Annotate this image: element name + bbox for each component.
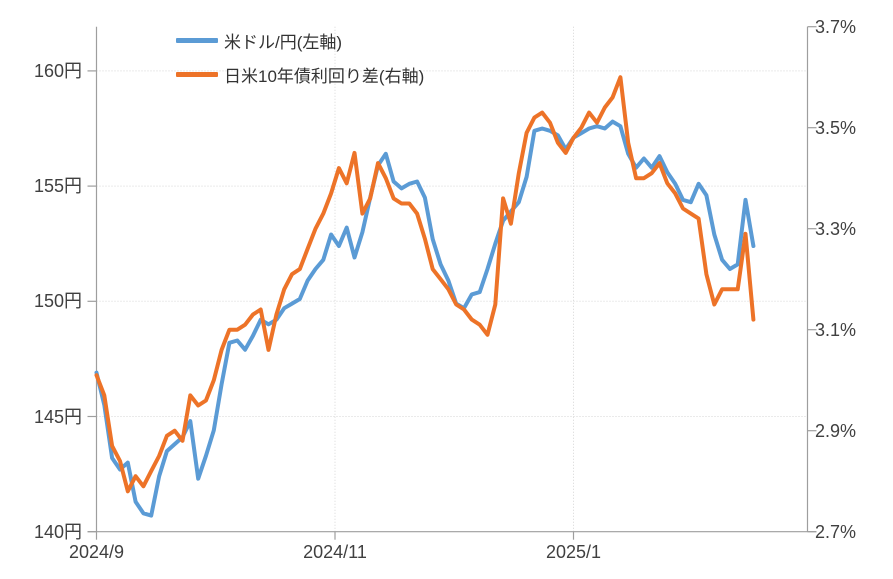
legend: 米ドル/円(左軸) 日米10年債利回り差(右軸) [176,28,424,96]
right-axis-tick-label: 2.7% [815,521,857,542]
right-axis-tick-label: 3.1% [815,319,857,340]
right-axis-tick-label: 2.9% [815,420,857,441]
x-axis-tick-label: 2024/9 [68,542,125,562]
legend-swatch-yield-spread [176,71,218,77]
legend-swatch-usdjpy [176,37,218,43]
left-axis-tick-label: 145円 [33,406,82,427]
right-axis-tick-label: 3.3% [815,218,857,239]
left-axis-tick-label: 150円 [33,291,82,312]
series-line-usdjpy [94,119,756,518]
right-axis-tick-label: 3.7% [815,16,857,37]
series-line-yield-spread [94,75,756,494]
legend-label-usdjpy: 米ドル/円(左軸) [224,32,343,52]
left-axis-tick-label: 160円 [33,60,82,81]
legend-label-yield-spread: 日米10年債利回り差(右軸) [224,66,425,86]
legend-item-usdjpy: 米ドル/円(左軸) [176,28,424,52]
x-axis-tick-label: 2024/11 [303,542,367,562]
x-axis-tick-label: 2025/1 [545,542,602,562]
right-axis-tick-label: 3.5% [815,117,857,138]
left-axis-tick-label: 140円 [33,521,82,542]
legend-item-yield-spread: 日米10年債利回り差(右軸) [176,62,424,86]
left-axis-tick-label: 155円 [33,176,82,197]
